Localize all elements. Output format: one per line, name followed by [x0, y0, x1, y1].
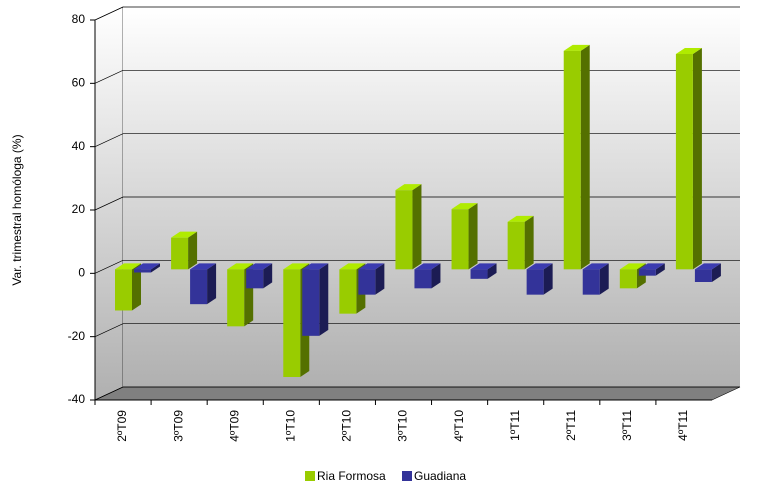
bar-top — [563, 44, 590, 51]
bar-side — [431, 263, 441, 289]
grid-line — [94, 386, 740, 401]
x-tick-label: 4ºT10 — [452, 410, 466, 442]
bar-side — [151, 263, 160, 273]
bar-top — [507, 215, 534, 222]
bar-top — [582, 263, 609, 270]
bar — [619, 269, 637, 289]
x-tick-label: 1ºT10 — [283, 410, 297, 442]
bar — [395, 190, 413, 270]
x-tick-label: 4ºT11 — [676, 410, 690, 441]
bar-top — [526, 263, 553, 270]
bar — [414, 269, 432, 289]
bar-top — [451, 203, 478, 210]
bar-side — [188, 231, 198, 270]
x-tick-label: 1ºT11 — [508, 410, 522, 441]
bar-side — [524, 215, 534, 270]
y-tick-label: 80 — [72, 12, 86, 26]
bar-top — [395, 184, 422, 191]
x-tick-label: 2ºT09 — [115, 410, 129, 442]
grid-line — [94, 196, 740, 211]
bar-top — [302, 263, 329, 270]
grid-line — [94, 6, 740, 21]
x-tick-label: 3ºT09 — [171, 410, 185, 442]
bar-side — [412, 184, 422, 270]
bar — [115, 269, 132, 311]
bar-top — [675, 48, 702, 54]
x-tick-label: 3ºT11 — [620, 410, 634, 441]
bar — [526, 269, 544, 295]
y-tick-label: 40 — [72, 139, 86, 153]
x-tick-label: 2ºT11 — [564, 410, 578, 441]
bar-side — [132, 263, 141, 311]
bar-side — [487, 263, 497, 279]
bar-top — [339, 263, 366, 270]
bar — [302, 269, 320, 336]
bar — [190, 269, 208, 305]
y-tick-label: 0 — [78, 266, 85, 280]
bar-top — [190, 263, 217, 270]
bar — [582, 269, 600, 295]
bar-side — [543, 263, 553, 295]
bar — [638, 269, 656, 276]
bar — [563, 50, 581, 270]
bar-side — [599, 263, 609, 295]
grid-line — [94, 259, 740, 274]
bar-side — [580, 44, 590, 270]
y-tick-label: -20 — [68, 329, 86, 343]
bar-side — [375, 263, 385, 295]
bar-top — [694, 263, 721, 270]
bar-top — [283, 263, 310, 270]
bar-top — [115, 263, 141, 270]
bar — [451, 209, 469, 270]
bar-side — [468, 203, 478, 270]
bar-side — [711, 263, 721, 282]
bar — [339, 269, 357, 314]
bar — [283, 269, 301, 377]
bar — [675, 54, 693, 270]
bar-side — [319, 263, 329, 336]
grid-line — [94, 323, 740, 337]
legend-swatch — [305, 471, 315, 481]
bar-side — [692, 48, 702, 270]
grid-line — [94, 133, 740, 147]
bar — [171, 237, 189, 270]
bar-top — [358, 263, 385, 270]
bar-side — [655, 263, 665, 276]
bar — [227, 269, 245, 327]
y-axis-label: Var. trimestral homóloga (%) — [10, 134, 24, 285]
bar-top — [414, 263, 441, 270]
bar-top — [638, 263, 665, 270]
legend-label: Guadiana — [414, 469, 466, 483]
y-tick-label: 20 — [72, 202, 86, 216]
x-tick-label: 4ºT09 — [227, 410, 241, 442]
bar — [507, 221, 525, 270]
floor — [94, 386, 741, 401]
bar-top — [470, 263, 497, 270]
bar-side — [263, 263, 273, 289]
grid-line — [94, 69, 740, 84]
bar — [134, 269, 151, 273]
bar-top — [134, 263, 160, 270]
bar — [694, 269, 712, 282]
bar-top — [619, 263, 646, 270]
x-tick-label: 3ºT10 — [396, 410, 410, 442]
x-tick-label: 2ºT10 — [340, 410, 354, 442]
bar-top — [246, 263, 273, 270]
y-tick-label: 60 — [72, 76, 86, 90]
y-tick-label: -40 — [68, 392, 86, 406]
legend-label: Ria Formosa — [317, 469, 386, 483]
bar-top — [171, 231, 198, 238]
bar — [470, 269, 488, 279]
bar — [358, 269, 376, 295]
legend-swatch — [402, 471, 412, 481]
bar-top — [227, 263, 254, 270]
bar-side — [207, 263, 217, 305]
bar — [246, 269, 264, 289]
